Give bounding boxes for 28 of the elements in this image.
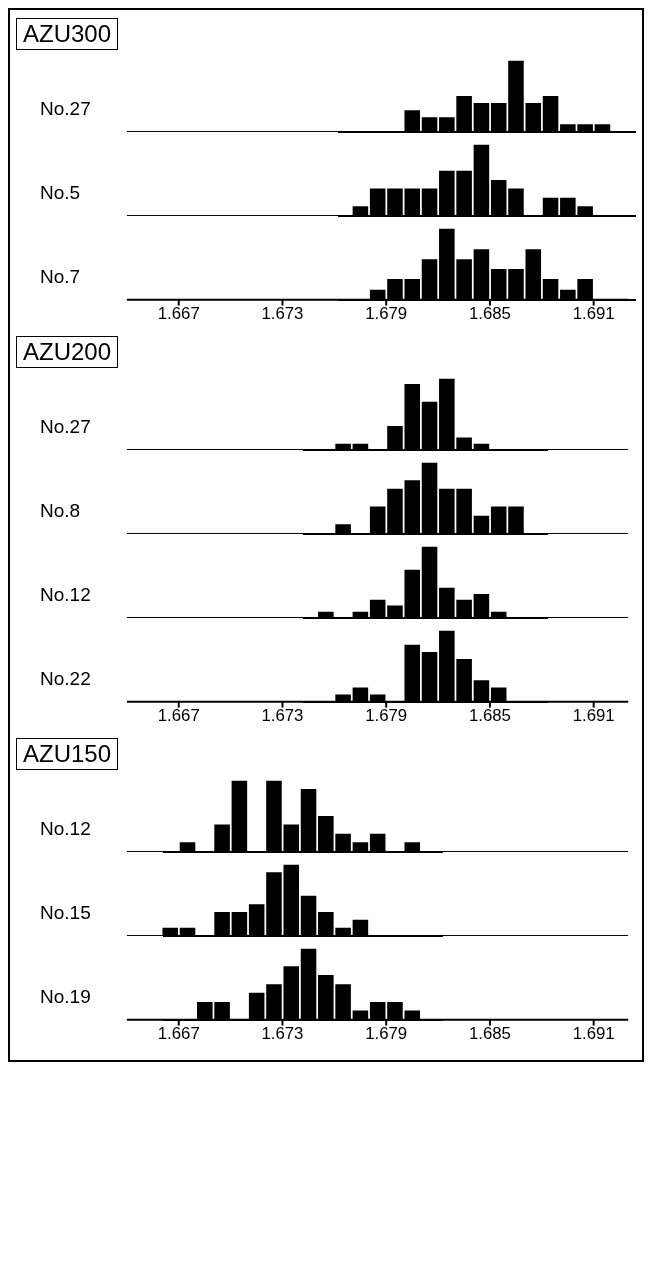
x-tick-label: 1.691 (572, 1024, 615, 1044)
x-tick-label: 1.667 (157, 706, 200, 726)
x-tick-label: 1.685 (468, 706, 511, 726)
x-tick-label: 1.679 (365, 304, 408, 324)
y-axis-title: No.22 (39, 667, 92, 690)
x-tick-label: 1.691 (572, 706, 615, 726)
y-axis-title: No.5 (39, 181, 82, 204)
y-axis-title: No.12 (39, 817, 92, 840)
y-axis-title: No.12 (39, 583, 92, 606)
y-axis-title: No.19 (39, 985, 92, 1008)
x-tick-label: 1.679 (365, 1024, 408, 1044)
chart-title: AZU300 (16, 18, 119, 50)
y-axis-title: No.8 (39, 499, 82, 522)
chart-title: AZU150 (16, 738, 119, 770)
x-tick-label: 1.667 (157, 304, 200, 324)
x-tick-label: 1.673 (261, 706, 304, 726)
y-axis-title: No.15 (39, 901, 92, 924)
y-axis-title: No.27 (39, 97, 92, 120)
x-tick-label: 1.679 (365, 706, 408, 726)
x-tick-label: 1.673 (261, 1024, 304, 1044)
y-axis-title: No.27 (39, 415, 92, 438)
x-tick-label: 1.685 (468, 304, 511, 324)
x-tick-label: 1.691 (572, 304, 615, 324)
x-tick-label: 1.667 (157, 1024, 200, 1044)
x-tick-label: 1.673 (261, 304, 304, 324)
chart-title: AZU200 (16, 336, 119, 368)
y-axis-title: No.7 (39, 265, 82, 288)
x-tick-label: 1.685 (468, 1024, 511, 1044)
